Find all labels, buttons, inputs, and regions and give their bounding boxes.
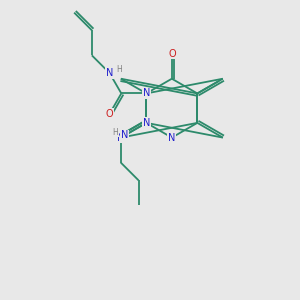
Text: H: H xyxy=(112,128,118,137)
Text: N: N xyxy=(106,68,113,78)
Text: N: N xyxy=(168,133,176,142)
Text: N: N xyxy=(121,130,128,140)
Text: N: N xyxy=(142,88,150,98)
Text: N: N xyxy=(142,118,150,128)
Text: H: H xyxy=(116,65,122,74)
Text: O: O xyxy=(106,109,113,119)
Text: O: O xyxy=(168,49,176,59)
Text: N: N xyxy=(117,133,124,142)
